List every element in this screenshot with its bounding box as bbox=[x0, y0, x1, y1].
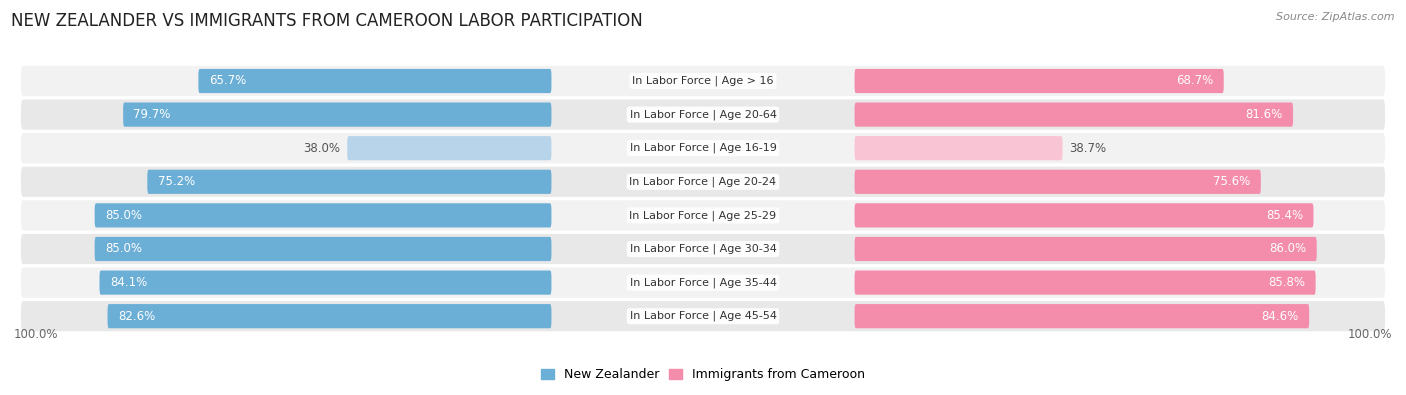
Text: 85.0%: 85.0% bbox=[105, 209, 142, 222]
FancyBboxPatch shape bbox=[94, 237, 551, 261]
FancyBboxPatch shape bbox=[855, 69, 1223, 93]
FancyBboxPatch shape bbox=[198, 69, 551, 93]
FancyBboxPatch shape bbox=[21, 66, 1385, 96]
FancyBboxPatch shape bbox=[855, 271, 1316, 295]
Text: In Labor Force | Age 20-24: In Labor Force | Age 20-24 bbox=[630, 177, 776, 187]
FancyBboxPatch shape bbox=[100, 271, 551, 295]
FancyBboxPatch shape bbox=[855, 237, 1316, 261]
Text: 84.1%: 84.1% bbox=[110, 276, 148, 289]
FancyBboxPatch shape bbox=[855, 102, 1294, 127]
FancyBboxPatch shape bbox=[21, 200, 1385, 231]
Text: 86.0%: 86.0% bbox=[1270, 243, 1306, 256]
Text: In Labor Force | Age 45-54: In Labor Force | Age 45-54 bbox=[630, 311, 776, 322]
FancyBboxPatch shape bbox=[148, 170, 551, 194]
Text: 75.6%: 75.6% bbox=[1213, 175, 1250, 188]
Text: 81.6%: 81.6% bbox=[1246, 108, 1282, 121]
Text: 38.0%: 38.0% bbox=[304, 142, 340, 155]
FancyBboxPatch shape bbox=[21, 301, 1385, 331]
FancyBboxPatch shape bbox=[94, 203, 551, 228]
Text: 65.7%: 65.7% bbox=[208, 75, 246, 88]
FancyBboxPatch shape bbox=[855, 136, 1063, 160]
Text: 84.6%: 84.6% bbox=[1261, 310, 1299, 323]
Text: Source: ZipAtlas.com: Source: ZipAtlas.com bbox=[1277, 12, 1395, 22]
Text: 82.6%: 82.6% bbox=[118, 310, 155, 323]
Text: NEW ZEALANDER VS IMMIGRANTS FROM CAMEROON LABOR PARTICIPATION: NEW ZEALANDER VS IMMIGRANTS FROM CAMEROO… bbox=[11, 12, 643, 30]
FancyBboxPatch shape bbox=[21, 100, 1385, 130]
Legend: New Zealander, Immigrants from Cameroon: New Zealander, Immigrants from Cameroon bbox=[536, 363, 870, 386]
Text: 100.0%: 100.0% bbox=[1347, 328, 1392, 341]
FancyBboxPatch shape bbox=[21, 234, 1385, 264]
FancyBboxPatch shape bbox=[855, 203, 1313, 228]
Text: 85.0%: 85.0% bbox=[105, 243, 142, 256]
FancyBboxPatch shape bbox=[21, 267, 1385, 298]
Text: In Labor Force | Age 20-64: In Labor Force | Age 20-64 bbox=[630, 109, 776, 120]
FancyBboxPatch shape bbox=[855, 170, 1261, 194]
Text: 100.0%: 100.0% bbox=[14, 328, 59, 341]
FancyBboxPatch shape bbox=[21, 133, 1385, 163]
Text: In Labor Force | Age > 16: In Labor Force | Age > 16 bbox=[633, 76, 773, 86]
FancyBboxPatch shape bbox=[347, 136, 551, 160]
Text: 85.4%: 85.4% bbox=[1265, 209, 1303, 222]
Text: In Labor Force | Age 25-29: In Labor Force | Age 25-29 bbox=[630, 210, 776, 221]
Text: 68.7%: 68.7% bbox=[1177, 75, 1213, 88]
FancyBboxPatch shape bbox=[855, 304, 1309, 328]
Text: 38.7%: 38.7% bbox=[1070, 142, 1107, 155]
FancyBboxPatch shape bbox=[21, 167, 1385, 197]
Text: In Labor Force | Age 30-34: In Labor Force | Age 30-34 bbox=[630, 244, 776, 254]
Text: 85.8%: 85.8% bbox=[1268, 276, 1305, 289]
Text: 79.7%: 79.7% bbox=[134, 108, 172, 121]
Text: 75.2%: 75.2% bbox=[157, 175, 195, 188]
Text: In Labor Force | Age 35-44: In Labor Force | Age 35-44 bbox=[630, 277, 776, 288]
FancyBboxPatch shape bbox=[124, 102, 551, 127]
Text: In Labor Force | Age 16-19: In Labor Force | Age 16-19 bbox=[630, 143, 776, 153]
FancyBboxPatch shape bbox=[108, 304, 551, 328]
